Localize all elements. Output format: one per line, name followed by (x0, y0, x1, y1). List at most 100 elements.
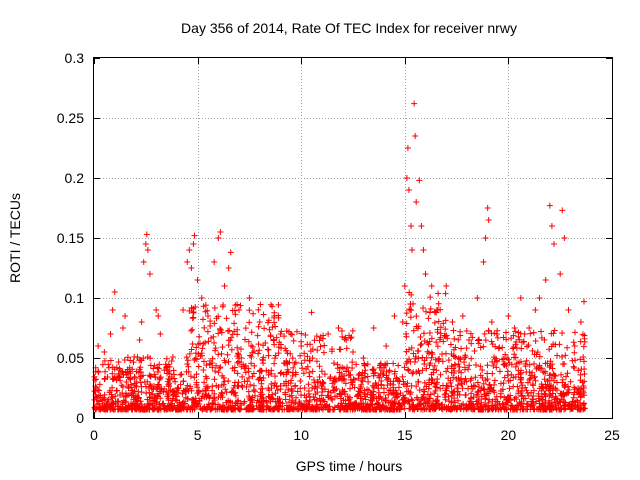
data-point (481, 386, 488, 393)
data-point (260, 374, 267, 381)
data-point (338, 400, 345, 407)
data-point (130, 396, 137, 403)
data-point (225, 377, 232, 384)
data-point (581, 358, 588, 365)
data-point (520, 338, 527, 345)
data-point (458, 380, 465, 387)
data-point (117, 392, 124, 399)
data-point-peak (146, 271, 153, 277)
data-point (515, 390, 522, 397)
data-point-peak (411, 100, 418, 107)
data-point-peak (577, 319, 584, 325)
data-point (259, 391, 266, 398)
data-point (202, 308, 209, 315)
data-point (168, 374, 175, 381)
data-point (547, 391, 554, 398)
data-point-peak (194, 277, 201, 283)
data-point (362, 391, 369, 398)
data-point (559, 361, 566, 368)
data-point (562, 352, 569, 359)
data-point (239, 373, 246, 380)
data-point (160, 389, 167, 396)
data-point (362, 367, 369, 374)
data-point (384, 382, 391, 389)
data-point (517, 369, 524, 376)
data-point (523, 387, 530, 394)
data-point (442, 317, 449, 324)
data-point (337, 346, 344, 353)
data-point (445, 375, 452, 382)
data-point (459, 385, 466, 392)
data-point (304, 363, 311, 370)
data-point (229, 307, 236, 314)
data-point (357, 385, 364, 392)
data-point (359, 375, 366, 382)
data-point (156, 382, 163, 389)
data-point (408, 396, 415, 403)
data-point (304, 341, 311, 348)
data-point (180, 398, 187, 405)
data-point (578, 386, 585, 393)
data-point (581, 371, 588, 378)
data-point (238, 354, 245, 361)
data-point (520, 406, 527, 413)
data-point (405, 367, 412, 374)
data-point (220, 301, 227, 308)
data-point-peak (418, 223, 425, 229)
data-point (352, 405, 359, 412)
data-point (303, 402, 310, 409)
data-point (102, 405, 109, 412)
data-point (304, 353, 311, 360)
y-tick-label: 0.25 (57, 110, 84, 126)
data-point (321, 371, 328, 378)
data-point (386, 367, 393, 374)
data-point (418, 341, 425, 348)
data-point (423, 365, 430, 372)
data-point (125, 374, 132, 381)
data-point (208, 334, 215, 341)
data-point (349, 365, 356, 372)
data-point (546, 364, 553, 371)
data-point (294, 388, 301, 395)
data-point (187, 373, 194, 380)
data-point (496, 368, 503, 375)
data-point (423, 383, 430, 390)
data-point (529, 396, 536, 403)
data-point (112, 393, 119, 400)
data-point (456, 363, 463, 370)
data-point (552, 404, 559, 411)
data-point (179, 390, 186, 397)
data-point (219, 404, 226, 411)
data-point (248, 342, 255, 349)
data-point (316, 363, 323, 370)
data-point (342, 380, 349, 387)
data-point (305, 387, 312, 394)
data-point-peak (383, 343, 390, 349)
data-point-peak (225, 265, 232, 271)
data-point (231, 379, 238, 386)
data-point (548, 399, 555, 406)
data-point (271, 360, 278, 367)
data-point (272, 380, 279, 387)
data-point-peak (443, 283, 450, 289)
data-point-peak (256, 319, 263, 325)
data-point (472, 361, 479, 368)
data-point (113, 364, 120, 371)
data-point (479, 374, 486, 381)
data-point (310, 394, 317, 401)
data-point-peak (215, 235, 222, 241)
data-point (245, 374, 252, 381)
data-point (156, 376, 163, 383)
data-point (434, 326, 441, 333)
data-point (393, 375, 400, 382)
data-point (451, 395, 458, 402)
data-point (265, 393, 272, 400)
data-point (440, 320, 447, 327)
data-point (536, 362, 543, 369)
data-point (467, 377, 474, 384)
data-point (526, 376, 533, 383)
data-point (415, 368, 422, 375)
data-point (513, 338, 520, 345)
data-point (331, 406, 338, 413)
data-point (157, 374, 164, 381)
